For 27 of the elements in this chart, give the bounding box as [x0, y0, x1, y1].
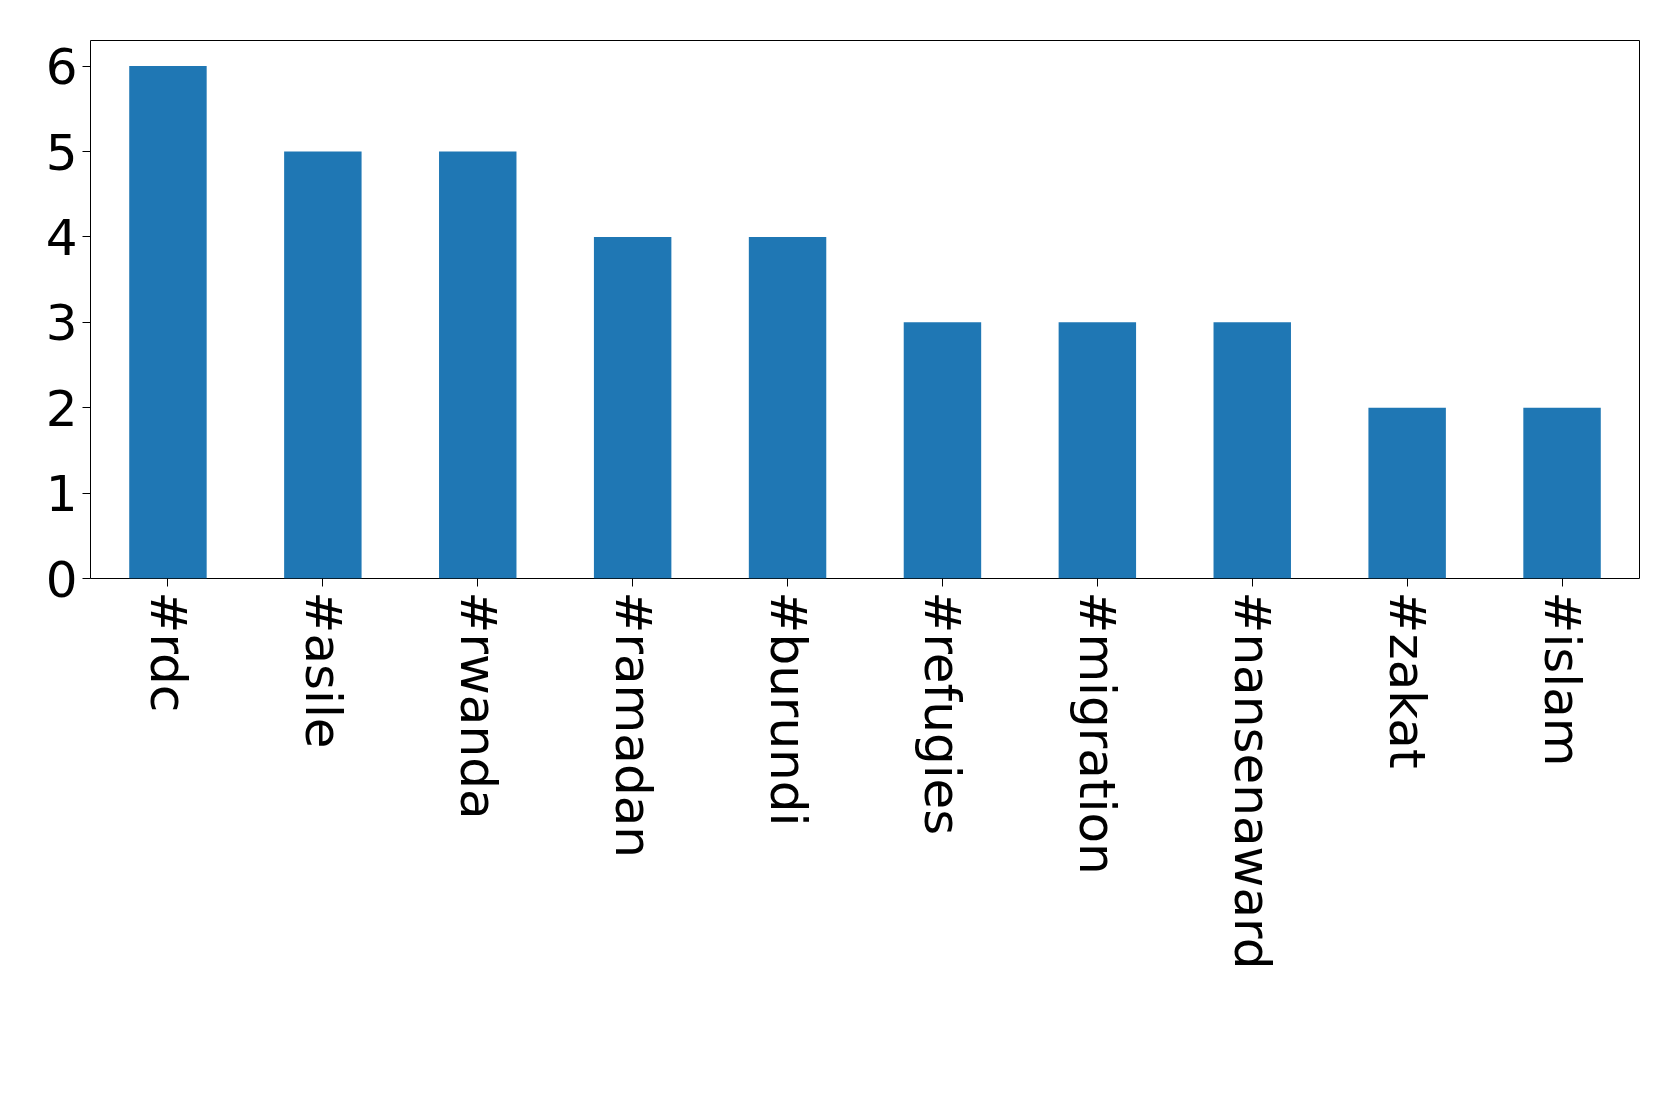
y-tick-label: 0	[45, 550, 78, 609]
bar	[439, 151, 517, 579]
x-tick-label: #burundi	[758, 591, 817, 827]
x-tick-label: #ramadan	[603, 591, 662, 859]
bar	[1523, 407, 1601, 579]
bar	[748, 236, 827, 579]
x-tick-label: #zakat	[1378, 591, 1437, 769]
bar	[1213, 322, 1291, 579]
x-tick-label: #rwanda	[448, 591, 507, 820]
x-tick-label: #migration	[1068, 591, 1127, 875]
bar	[284, 151, 362, 579]
x-tick-label: #nansenaward	[1223, 591, 1282, 970]
y-tick-label: 6	[45, 38, 78, 97]
y-tick-label: 4	[45, 208, 78, 267]
y-tick-label: 5	[45, 123, 78, 182]
x-tick-label: #islam	[1533, 591, 1592, 767]
y-tick-label: 2	[45, 379, 78, 438]
y-tick-label: 3	[45, 294, 78, 353]
bar	[903, 322, 982, 579]
x-tick-label: #rdc	[138, 591, 197, 713]
x-tick-label: #refugies	[913, 591, 972, 836]
bar	[1368, 407, 1446, 579]
bar	[593, 236, 672, 579]
bar	[129, 66, 207, 579]
bar	[1058, 322, 1137, 579]
y-tick-label: 1	[45, 465, 78, 524]
x-tick-label: #asile	[293, 591, 352, 749]
